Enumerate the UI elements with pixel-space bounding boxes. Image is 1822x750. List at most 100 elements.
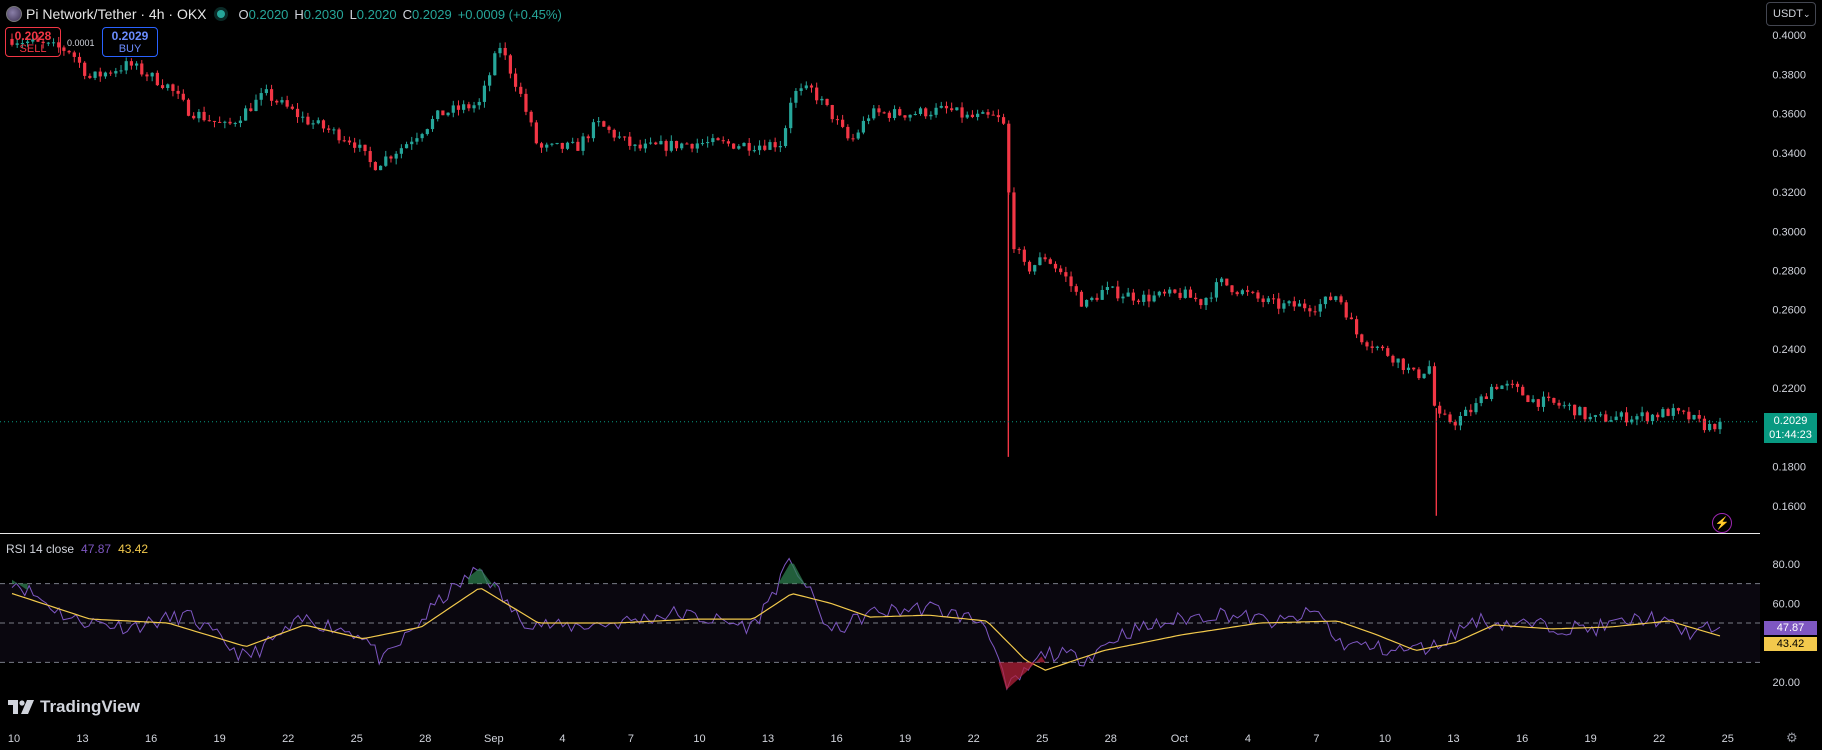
candle-body (1344, 302, 1348, 318)
candle-body (20, 43, 24, 45)
candle-body (804, 85, 808, 89)
candle-body (892, 109, 897, 119)
time-axis-label: 16 (830, 733, 842, 745)
chevron-down-icon: ⌄ (1802, 8, 1811, 19)
candle-body (1188, 289, 1193, 298)
candle-body (1022, 249, 1026, 262)
candle-body (965, 114, 969, 118)
candle-body (93, 71, 97, 78)
candle-body (1090, 297, 1094, 300)
sell-button[interactable]: 0.2028 SELL (5, 27, 61, 57)
candle-body (62, 47, 66, 51)
time-axis-label: 22 (968, 733, 980, 745)
candle-body (830, 105, 834, 120)
candle-body (866, 118, 871, 121)
candle-body (358, 144, 362, 148)
candle-body (1105, 287, 1110, 290)
price-axis-label: 0.2800 (1772, 266, 1806, 278)
candle-body (648, 142, 653, 144)
time-axis-label: 10 (8, 733, 20, 745)
candle-body (960, 107, 964, 118)
candle-body (685, 143, 689, 145)
candle-body (456, 105, 461, 110)
candle-body (783, 128, 788, 147)
candle-body (1547, 396, 1551, 398)
flash-icon[interactable]: ⚡ (1712, 513, 1732, 533)
currency-label: USDT (1773, 8, 1803, 20)
candle-body (394, 153, 398, 159)
candle-body (1001, 117, 1006, 124)
candle-body (1671, 408, 1675, 416)
symbol-title[interactable]: Pi Network/Tether · 4h · OKX (26, 6, 207, 22)
candle-body (1079, 291, 1084, 307)
currency-select[interactable]: USDT ⌄ (1766, 2, 1816, 26)
candle-body (913, 114, 917, 116)
candle-body (430, 119, 435, 130)
candle-body (882, 112, 886, 114)
candle-body (1692, 414, 1696, 420)
candle-body (560, 142, 564, 149)
candle-body (1604, 414, 1608, 422)
buy-button[interactable]: 0.2029 BUY (102, 27, 158, 57)
candle-body (1085, 299, 1089, 307)
rsi-title: RSI 14 close (6, 542, 75, 556)
candle-body (680, 143, 684, 149)
candle-body (223, 121, 227, 123)
spread-value: 0.0001 (67, 38, 95, 48)
candle-body (1708, 423, 1712, 431)
candle-body (628, 136, 632, 146)
candle-body (986, 112, 990, 115)
candle-body (1495, 386, 1499, 389)
open-label: O (238, 6, 249, 22)
candle-body (72, 52, 76, 57)
candle-body (1147, 294, 1151, 302)
close-value: 0.2029 (411, 6, 452, 22)
candle-body (1614, 416, 1618, 421)
candle-body (841, 119, 845, 127)
candle-body (1635, 416, 1639, 420)
candle-body (1365, 342, 1369, 347)
candle-body (513, 73, 518, 87)
candle-body (1453, 421, 1457, 426)
candle-body (1484, 396, 1488, 400)
candle-body (706, 142, 710, 144)
candle-body (955, 107, 959, 111)
rsi-value-tag: 47.87 (1764, 621, 1817, 635)
candle-body (991, 114, 995, 116)
rsi-legend[interactable]: RSI 14 close 47.87 43.42 (6, 542, 148, 556)
candle-body (1412, 367, 1416, 370)
change-value: +0.0009 (+0.45%) (457, 6, 562, 22)
candle-body (924, 108, 928, 117)
time-axis-label: 28 (419, 733, 431, 745)
time-axis-label: 19 (214, 733, 226, 745)
candle-body (316, 120, 320, 124)
candle-body (721, 140, 725, 142)
candle-body (1474, 403, 1478, 413)
price-axis-label: 0.3000 (1772, 226, 1806, 238)
candle-body (1297, 303, 1302, 307)
symbol-icon[interactable] (6, 6, 22, 22)
gear-icon[interactable]: ⚙ (1786, 730, 1798, 745)
candle-body (1271, 298, 1276, 300)
candle-body (244, 108, 248, 121)
candle-body (1136, 300, 1141, 302)
candle-body (659, 141, 663, 145)
candle-body (690, 143, 694, 149)
price-axis-label: 0.3800 (1772, 69, 1806, 81)
candle-body (789, 102, 793, 129)
candle-body (285, 100, 289, 107)
candle-body (597, 121, 601, 123)
candle-body (565, 142, 570, 149)
candle-body (488, 75, 492, 86)
candle-body (124, 61, 128, 71)
candle-body (1178, 292, 1182, 298)
candle-body (378, 165, 383, 171)
candle-body (415, 138, 419, 142)
candle-body (591, 122, 596, 139)
candle-body (1209, 297, 1213, 299)
tradingview-logo[interactable]: TradingView (8, 697, 140, 717)
candle-body (768, 142, 772, 150)
candle-body (1043, 257, 1047, 260)
candle-body (887, 112, 891, 119)
